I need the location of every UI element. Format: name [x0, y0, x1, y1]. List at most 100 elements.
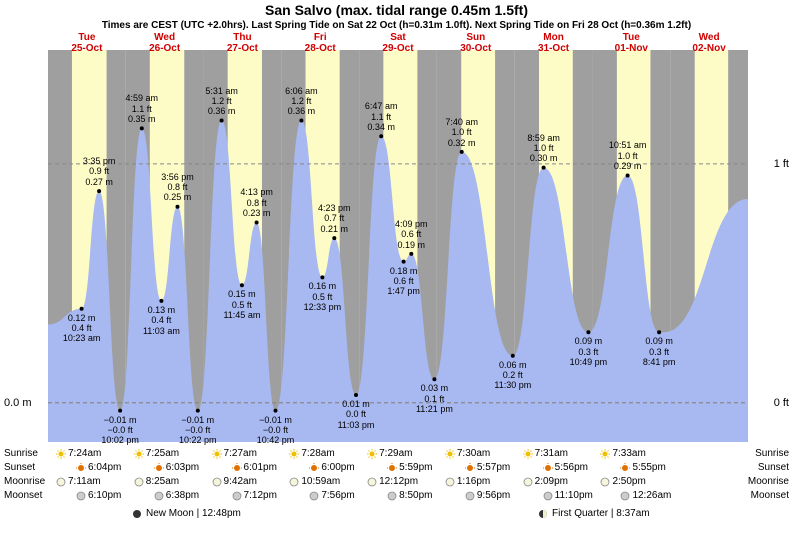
moonset-icon [309, 491, 319, 501]
moonrise-icon [367, 477, 377, 487]
astro-cell: 9:56pm [465, 490, 510, 501]
astro-time: 7:25am [146, 448, 179, 459]
astro-cell: 7:11am [56, 476, 101, 487]
astro-time: 11:10pm [555, 490, 593, 501]
astro-time: 9:56pm [477, 490, 510, 501]
tide-point-label: 4:59 am1.1 ft0.35 m [126, 93, 159, 124]
sunset-icon [309, 463, 319, 473]
astro-time: 7:11am [68, 476, 101, 487]
tide-point-label: 0.09 m0.3 ft10:49 pm [570, 336, 608, 367]
sunrise-icon [56, 449, 66, 459]
tide-point-label: 6:06 am1.2 ft0.36 m [285, 86, 318, 117]
tide-point-label: 0.01 m0.0 ft11:03 pm [338, 399, 375, 430]
sunset-icon [543, 463, 553, 473]
astro-time: 7:30am [457, 448, 490, 459]
tide-point-label: 4:23 pm0.7 ft0.21 m [318, 203, 351, 234]
astro-time: 7:24am [68, 448, 101, 459]
astro-time: 9:42am [224, 476, 257, 487]
tide-point-label: −0.01 m−0.0 ft10:22 pm [179, 415, 217, 446]
moonrise-icon [56, 477, 66, 487]
tide-point-label: 8:59 am1.0 ft0.30 m [527, 133, 560, 164]
tide-point-label: 3:35 pm0.9 ft0.27 m [83, 156, 116, 187]
sunrise-icon [289, 449, 299, 459]
astro-cell: 7:28am [289, 448, 334, 459]
astro-time: 5:56pm [555, 462, 588, 473]
astro-time: 5:59pm [399, 462, 432, 473]
astro-time: 7:27am [224, 448, 257, 459]
tide-point-label: 0.09 m0.3 ft8:41 pm [643, 336, 676, 367]
tide-point-label: 3:56 pm0.8 ft0.25 m [161, 172, 194, 203]
astro-time: 7:28am [301, 448, 334, 459]
astro-cell: 7:12pm [232, 490, 277, 501]
tide-point-label: 10:51 am1.0 ft0.29 m [609, 140, 647, 171]
moonset-icon [465, 491, 475, 501]
y-axis-label-ft: 1 ft [774, 158, 789, 170]
astro-cell: 6:00pm [309, 462, 354, 473]
astro-cell: 5:57pm [465, 462, 510, 473]
moonset-icon [232, 491, 242, 501]
plot-area: Tue25-OctWed26-OctThu27-OctFri28-OctSat2… [48, 50, 748, 442]
astro-time: 6:03pm [166, 462, 199, 473]
sunset-icon [154, 463, 164, 473]
sunrise-icon [212, 449, 222, 459]
astro-time: 6:38pm [166, 490, 199, 501]
day-header: Wed26-Oct [126, 32, 204, 54]
astro-time: 6:04pm [88, 462, 121, 473]
moon-phase-icon [538, 509, 548, 519]
astro-time: 6:00pm [321, 462, 354, 473]
astro-cell: 7:30am [445, 448, 490, 459]
astro-row-label-right: Sunrise [755, 448, 789, 459]
chart-subtitle: Times are CEST (UTC +2.0hrs). Last Sprin… [102, 20, 691, 31]
astro-time: 8:25am [146, 476, 179, 487]
astro-time: 5:57pm [477, 462, 510, 473]
moonrise-icon [289, 477, 299, 487]
astro-time: 12:12pm [379, 476, 418, 487]
tide-point-label: 4:13 pm0.8 ft0.23 m [240, 187, 273, 218]
astro-row-label-left: Moonset [4, 490, 42, 501]
sunrise-icon [134, 449, 144, 459]
day-header: Tue01-Nov [592, 32, 670, 54]
astro-time: 7:56pm [321, 490, 354, 501]
moon-phase-label: First Quarter | 8:37am [552, 508, 650, 519]
astro-time: 2:50pm [612, 476, 645, 487]
moon-phase-label: New Moon | 12:48pm [146, 508, 241, 519]
astro-cell: 7:27am [212, 448, 257, 459]
astro-cell: 6:04pm [76, 462, 121, 473]
moonset-icon [76, 491, 86, 501]
day-header: Sun30-Oct [437, 32, 515, 54]
tide-point-label: 0.12 m0.4 ft10:23 am [63, 313, 101, 344]
astro-row-label-left: Sunrise [4, 448, 38, 459]
astro-time: 6:01pm [244, 462, 277, 473]
moonrise-icon [600, 477, 610, 487]
astro-cell: 7:56pm [309, 490, 354, 501]
astro-time: 8:50pm [399, 490, 432, 501]
sunset-icon [620, 463, 630, 473]
tide-point-label: 6:47 am1.1 ft0.34 m [365, 101, 398, 132]
sunrise-icon [600, 449, 610, 459]
astro-cell: 2:50pm [600, 476, 645, 487]
astro-cell: 6:38pm [154, 490, 199, 501]
tide-point-label: 4:09 pm0.6 ft0.19 m [395, 219, 428, 250]
astro-cell: 5:56pm [543, 462, 588, 473]
tide-point-label: 0.16 m0.5 ft12:33 pm [304, 281, 342, 312]
tide-point-label: 0.18 m0.6 ft1:47 pm [387, 266, 420, 297]
moon-phase: First Quarter | 8:37am [538, 508, 650, 519]
day-header: Mon31-Oct [515, 32, 593, 54]
astro-cell: 7:31am [523, 448, 568, 459]
astro-cell: 12:12pm [367, 476, 418, 487]
astro-row-label-right: Moonrise [748, 476, 789, 487]
astro-row-label-right: Moonset [751, 490, 789, 501]
sunset-icon [232, 463, 242, 473]
tide-point-label: 0.06 m0.2 ft11:30 pm [494, 360, 531, 391]
astro-time: 5:55pm [632, 462, 665, 473]
sunrise-icon [367, 449, 377, 459]
y-axis-label-ft: 0 ft [774, 397, 789, 409]
moon-phase: New Moon | 12:48pm [132, 508, 241, 519]
astro-time: 12:26am [632, 490, 671, 501]
moonset-icon [620, 491, 630, 501]
tide-point-label: 5:31 am1.2 ft0.36 m [205, 86, 238, 117]
astro-row-label-left: Moonrise [4, 476, 45, 487]
moonset-icon [543, 491, 553, 501]
astro-time: 6:10pm [88, 490, 121, 501]
astro-cell: 6:03pm [154, 462, 199, 473]
